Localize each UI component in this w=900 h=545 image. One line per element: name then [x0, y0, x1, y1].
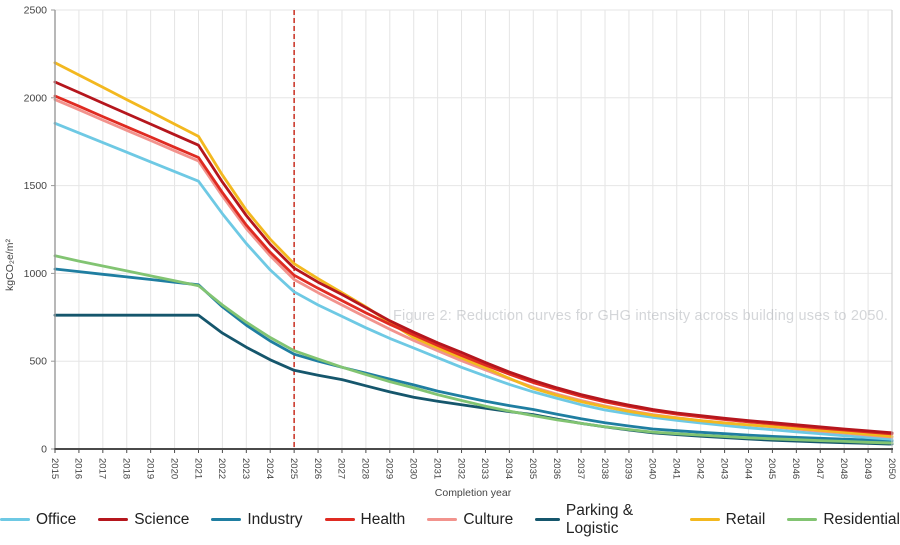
series-line-health [53, 94, 894, 436]
x-tick-label: 2020 [168, 458, 179, 479]
legend-swatch [98, 518, 129, 521]
x-tick-label: 2050 [886, 458, 897, 479]
legend-swatch [211, 518, 242, 521]
x-tick-label: 2019 [144, 458, 155, 479]
x-tick-label: 2037 [575, 458, 586, 479]
x-tick-label: 2040 [647, 458, 658, 479]
y-axis-title: kgCO₂e/m² [4, 239, 16, 291]
legend-swatch [427, 518, 458, 521]
y-tick-label: 1500 [24, 180, 48, 192]
x-tick-label: 2021 [192, 458, 203, 479]
x-tick-label: 2023 [240, 458, 251, 479]
x-tick-label: 2042 [694, 458, 705, 479]
x-tick-label: 2024 [264, 458, 275, 479]
y-tick-label: 500 [29, 356, 47, 368]
series-line-science [53, 80, 894, 435]
x-tick-label: 2027 [336, 458, 347, 479]
x-tick-label: 2045 [766, 458, 777, 479]
x-tick-label: 2015 [49, 458, 60, 479]
x-axis-title: Completion year [435, 487, 512, 499]
legend-item-parking-logistic: Parking & Logistic [535, 502, 667, 538]
legend-label: Culture [463, 510, 514, 528]
legend-swatch [787, 518, 818, 521]
series-line-office [53, 121, 894, 441]
legend-item-residential: Residential [787, 511, 900, 529]
legend-swatch [324, 518, 355, 521]
x-tick-label: 2028 [360, 458, 371, 479]
legend-item-office: Office [0, 511, 76, 529]
x-tick-label: 2047 [814, 458, 825, 479]
gridlines [55, 9, 893, 449]
legend-item-health: Health [324, 510, 406, 529]
x-tick-label: 2038 [599, 458, 610, 479]
x-tick-label: 2031 [431, 458, 442, 479]
x-tick-label: 2030 [407, 458, 418, 479]
legend-label: Residential [823, 510, 900, 528]
legend-swatch [535, 518, 560, 521]
x-tick-label: 2026 [312, 458, 323, 479]
legend-label: Office [36, 510, 77, 528]
legend-item-science: Science [98, 511, 189, 529]
series-line-residential [53, 254, 894, 445]
legend-label: Industry [247, 510, 303, 528]
legend: Office Science Industry Health Culture Parkin… [0, 500, 900, 545]
x-tick-label: 2029 [384, 458, 395, 479]
x-tick-label: 2018 [121, 458, 132, 479]
legend-item-retail: Retail [689, 510, 766, 529]
x-tick-label: 2039 [623, 458, 634, 479]
x-axis-tick-labels: 2015 2016 2017 2018 2019 2020 2021 2022 2023 2024… [49, 458, 897, 479]
legend-swatch [0, 518, 30, 521]
x-tick-label: 2035 [527, 458, 538, 479]
y-axis-tick-labels: 0 500 1000 1500 2000 2500 [24, 5, 48, 456]
legend-label: Parking & Logistic [565, 501, 634, 537]
y-tick-label: 0 [41, 444, 47, 456]
x-tick-label: 2017 [97, 458, 108, 479]
x-tick-label: 2025 [288, 458, 299, 479]
y-tick-label: 2500 [24, 5, 48, 17]
legend-label: Health [360, 510, 406, 528]
x-tick-label: 2032 [455, 458, 466, 479]
y-tick-label: 2000 [24, 92, 48, 104]
x-tick-label: 2033 [479, 458, 490, 479]
x-tick-label: 2034 [503, 458, 514, 479]
x-tick-label: 2046 [790, 458, 801, 479]
legend-label: Retail [725, 510, 766, 528]
legend-swatch [689, 518, 720, 521]
x-tick-label: 2041 [671, 458, 682, 479]
x-tick-label: 2048 [838, 458, 849, 479]
x-tick-label: 2036 [551, 458, 562, 479]
y-tick-label: 1000 [24, 268, 48, 280]
chart-container: 2015 2016 2017 2018 2019 2020 2021 2022 2023 2024… [4, 5, 897, 500]
x-tick-label: 2044 [742, 458, 753, 479]
x-tick-label: 2022 [216, 458, 227, 479]
reduction-curves-chart: 2015 2016 2017 2018 2019 2020 2021 2022 2023 2024… [4, 5, 897, 500]
legend-label: Science [134, 510, 190, 528]
series-line-retail [53, 61, 894, 438]
x-tick-label: 2043 [718, 458, 729, 479]
legend-item-industry: Industry [211, 510, 303, 529]
x-tick-label: 2049 [862, 458, 873, 479]
series-lines [53, 61, 894, 446]
axes [51, 9, 893, 453]
legend-item-culture: Culture [427, 511, 513, 529]
series-line-industry [53, 267, 894, 443]
x-tick-label: 2016 [73, 458, 84, 479]
